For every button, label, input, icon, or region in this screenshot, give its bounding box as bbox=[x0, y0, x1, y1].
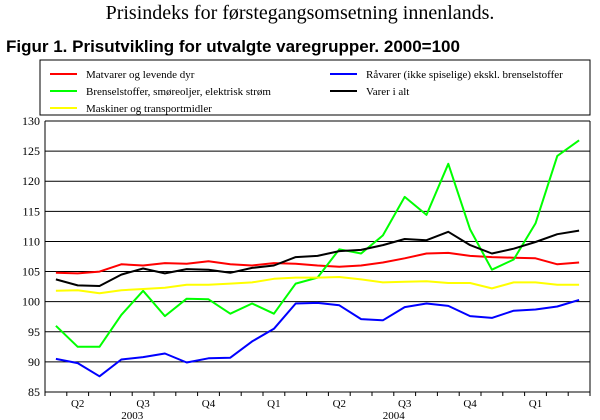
series-line bbox=[55, 298, 580, 378]
y-tick-label: 85 bbox=[28, 385, 40, 399]
legend-label: Maskiner og transportmidler bbox=[86, 103, 212, 115]
y-tick-label: 120 bbox=[22, 174, 40, 188]
x-tick-label: Q4 bbox=[463, 398, 477, 410]
series-line bbox=[55, 276, 580, 295]
y-tick-label: 100 bbox=[22, 295, 40, 309]
x-tick-label: Q4 bbox=[202, 398, 216, 410]
series-line bbox=[55, 229, 580, 287]
y-tick-label: 125 bbox=[22, 144, 40, 158]
page-header: Prisindeks for førstegangsomsetning inne… bbox=[105, 2, 495, 24]
x-tick-label: Q1 bbox=[267, 398, 280, 410]
y-tick-label: 115 bbox=[22, 204, 40, 218]
x-tick-label: Q1 bbox=[529, 398, 542, 410]
x-tick-label: Q2 bbox=[71, 398, 84, 410]
y-tick-label: 130 bbox=[22, 114, 40, 128]
legend-label: Varer i alt bbox=[366, 86, 409, 98]
legend-label: Råvarer (ikke spiselige) ekskl. brensels… bbox=[366, 69, 563, 81]
legend-label: Matvarer og levende dyr bbox=[86, 69, 195, 81]
legend-label: Brenselstoffer, smøreoljer, elektrisk st… bbox=[86, 86, 271, 98]
figure-title: Figur 1. Prisutvikling for utvalgte vare… bbox=[6, 37, 460, 56]
series-line bbox=[55, 251, 580, 275]
x-year-label: 2004 bbox=[383, 410, 406, 420]
x-tick-label: Q2 bbox=[333, 398, 346, 410]
x-tick-label: Q3 bbox=[136, 398, 150, 410]
x-tick-label: Q3 bbox=[398, 398, 412, 410]
y-tick-label: 105 bbox=[22, 265, 40, 279]
legend-box bbox=[39, 59, 591, 116]
y-tick-label: 95 bbox=[28, 325, 40, 339]
x-year-label: 2003 bbox=[121, 410, 144, 420]
y-tick-label: 110 bbox=[22, 234, 40, 248]
y-tick-label: 90 bbox=[28, 355, 40, 369]
